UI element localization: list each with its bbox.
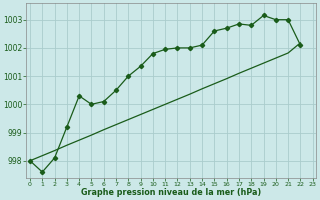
X-axis label: Graphe pression niveau de la mer (hPa): Graphe pression niveau de la mer (hPa): [81, 188, 261, 197]
